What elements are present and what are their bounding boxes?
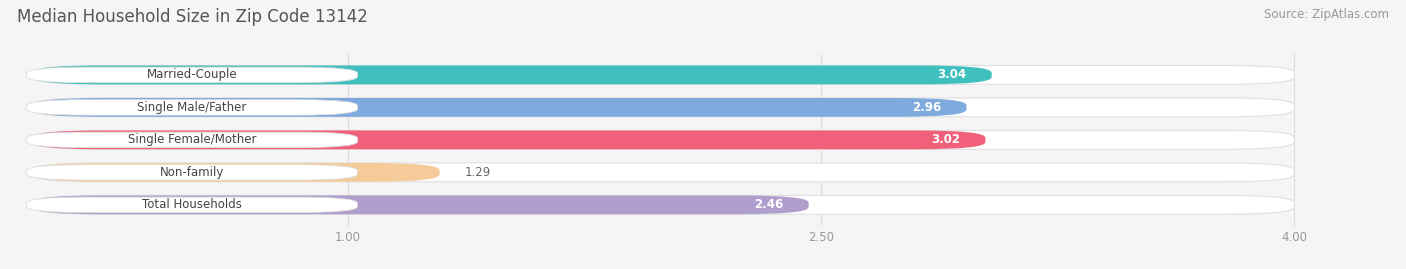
- FancyBboxPatch shape: [32, 65, 1295, 84]
- Text: Single Male/Father: Single Male/Father: [138, 101, 246, 114]
- FancyBboxPatch shape: [32, 130, 1295, 149]
- FancyBboxPatch shape: [32, 163, 440, 182]
- Text: Single Female/Mother: Single Female/Mother: [128, 133, 256, 146]
- FancyBboxPatch shape: [32, 98, 966, 117]
- Text: Married-Couple: Married-Couple: [146, 68, 238, 82]
- Text: 3.04: 3.04: [938, 68, 966, 82]
- FancyBboxPatch shape: [27, 197, 357, 213]
- Text: Source: ZipAtlas.com: Source: ZipAtlas.com: [1264, 8, 1389, 21]
- Text: 2.46: 2.46: [754, 198, 783, 211]
- FancyBboxPatch shape: [27, 165, 357, 180]
- FancyBboxPatch shape: [32, 65, 991, 84]
- FancyBboxPatch shape: [32, 98, 1295, 117]
- FancyBboxPatch shape: [27, 132, 357, 148]
- FancyBboxPatch shape: [27, 67, 357, 83]
- Text: Median Household Size in Zip Code 13142: Median Household Size in Zip Code 13142: [17, 8, 368, 26]
- Text: Non-family: Non-family: [160, 166, 224, 179]
- Text: 2.96: 2.96: [912, 101, 941, 114]
- Text: 3.02: 3.02: [931, 133, 960, 146]
- FancyBboxPatch shape: [32, 163, 1295, 182]
- Text: Total Households: Total Households: [142, 198, 242, 211]
- FancyBboxPatch shape: [32, 195, 1295, 214]
- FancyBboxPatch shape: [27, 100, 357, 115]
- Text: 1.29: 1.29: [465, 166, 491, 179]
- FancyBboxPatch shape: [32, 130, 986, 149]
- FancyBboxPatch shape: [32, 195, 808, 214]
